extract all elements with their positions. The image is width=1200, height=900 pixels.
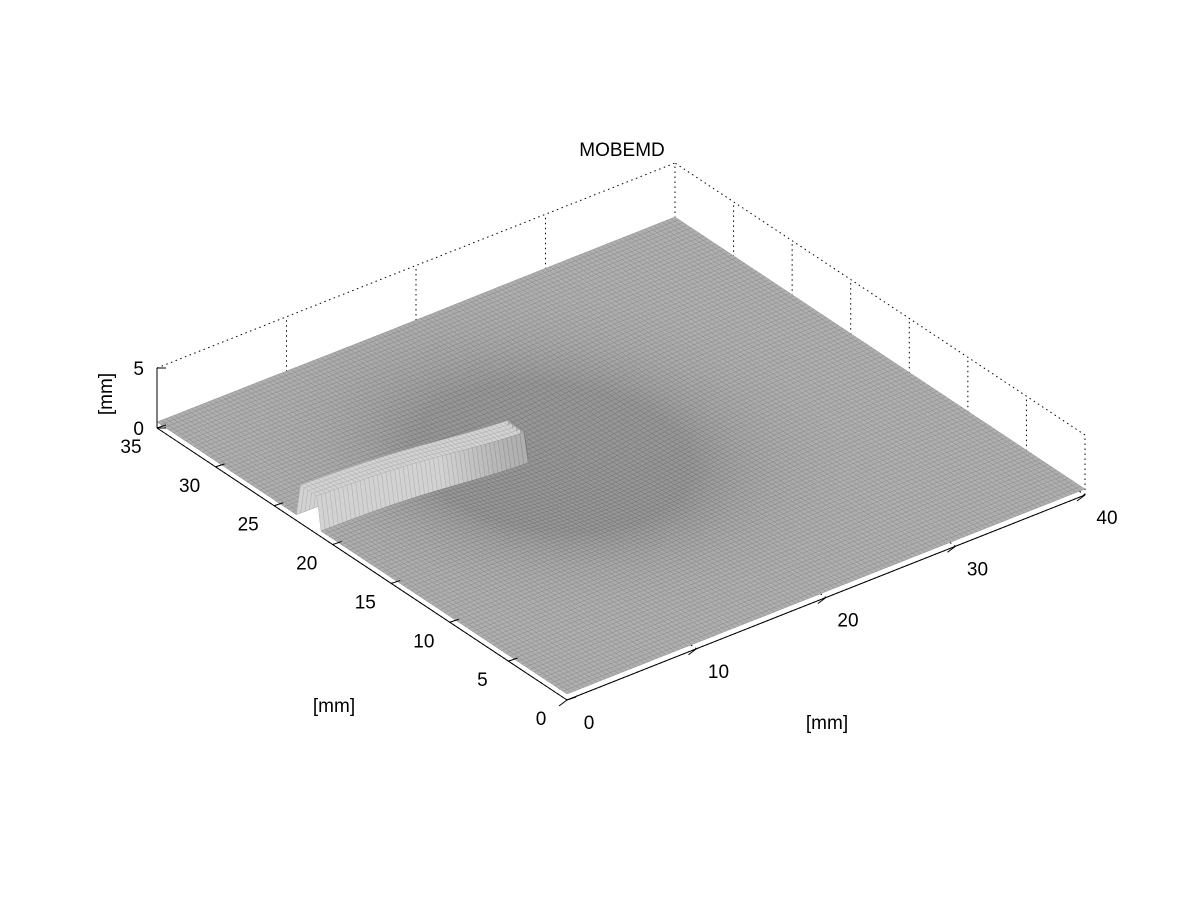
grid-line xyxy=(674,162,1086,436)
surface-mesh xyxy=(156,216,1086,695)
